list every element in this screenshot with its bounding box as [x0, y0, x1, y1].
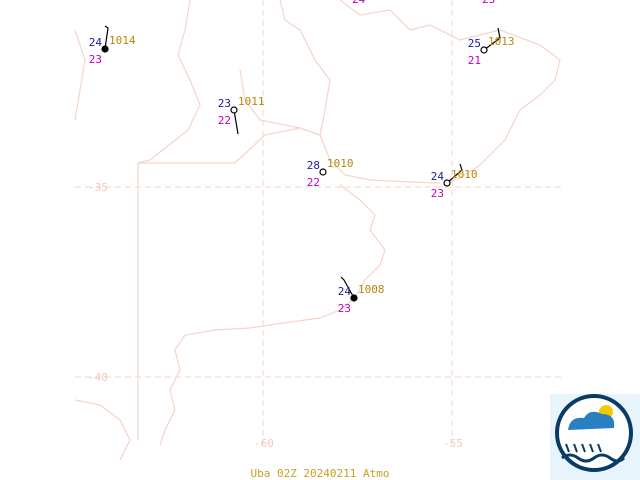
- temperature: 25: [468, 37, 481, 50]
- temperature: 24: [431, 170, 445, 183]
- wind-barb: [104, 25, 109, 50]
- dewpoint: 23: [89, 53, 102, 66]
- wind-barb: [233, 109, 239, 135]
- logo: [550, 394, 640, 480]
- pressure: 1014: [109, 34, 136, 47]
- dewpoint: 23: [338, 302, 351, 315]
- stations: 24 1014 23 23 1011 22 28 1010 22 25 1013 21 24 1010 23…: [89, 25, 515, 315]
- pressure: 1008: [358, 283, 385, 296]
- temperature: 23: [218, 97, 231, 110]
- pressure: 1010: [451, 168, 478, 181]
- graticule: -35 -40 -60 -55: [75, 0, 565, 450]
- edge-label: 23: [482, 0, 495, 6]
- pressure: 1013: [488, 35, 515, 48]
- dewpoint: 22: [218, 114, 231, 127]
- temperature: 24: [338, 285, 352, 298]
- lat-label: -35: [88, 181, 108, 194]
- station-marker: [101, 45, 109, 53]
- lon-label: -60: [254, 437, 274, 450]
- temperature: 24: [89, 36, 103, 49]
- lon-label: -55: [443, 437, 463, 450]
- wind-barb: [340, 276, 355, 299]
- edge-label: 24: [352, 0, 366, 6]
- station-marker: [230, 106, 238, 114]
- coastlines: [74, 0, 561, 461]
- lat-label: -40: [88, 371, 108, 384]
- station-marker: [480, 46, 488, 54]
- footer: Uba 02Z 20240211 Atmo: [250, 467, 389, 480]
- station-marker: [319, 168, 327, 176]
- temperature: 28: [307, 159, 320, 172]
- dewpoint: 21: [468, 54, 481, 67]
- dewpoint: 22: [307, 176, 320, 189]
- station-marker: [350, 294, 358, 302]
- wind-barb: [446, 163, 463, 184]
- pressure: 1011: [238, 95, 265, 108]
- station-marker: [443, 179, 451, 187]
- wind-barb: [483, 27, 501, 51]
- pressure: 1010: [327, 157, 354, 170]
- dewpoint: 23: [431, 187, 444, 200]
